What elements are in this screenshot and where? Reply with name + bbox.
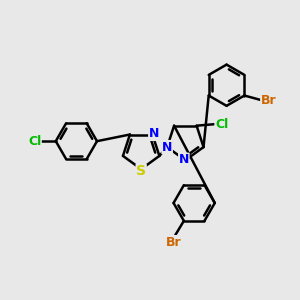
Text: N: N <box>162 141 172 154</box>
Text: S: S <box>136 164 146 178</box>
Text: Cl: Cl <box>215 118 228 131</box>
Text: Br: Br <box>166 236 182 248</box>
Text: Cl: Cl <box>28 135 41 148</box>
Text: N: N <box>179 153 189 166</box>
Text: Br: Br <box>261 94 276 107</box>
Text: N: N <box>149 128 159 140</box>
